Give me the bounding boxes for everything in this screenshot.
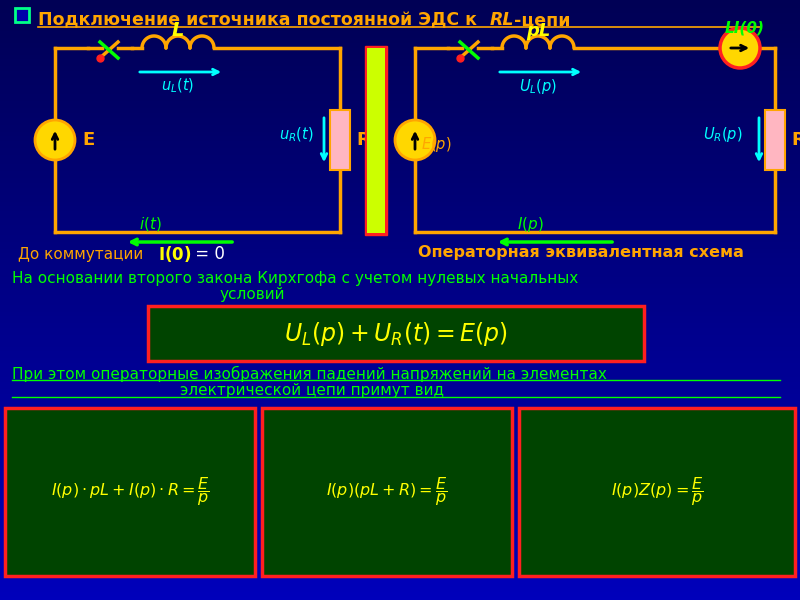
Text: = 0: = 0 [190,245,225,263]
Text: -цепи: -цепи [508,11,570,29]
Text: $U_L\left(p\right)+U_R\left(t\right)=E\left(p\right)$: $U_L\left(p\right)+U_R\left(t\right)=E\l… [284,320,508,348]
Bar [15,8,29,22]
Bar [262,408,512,576]
Bar [148,306,644,361]
Text: условий: условий [220,287,286,302]
Text: L: L [172,22,184,40]
Text: Подключение источника постоянной ЭДС к: Подключение источника постоянной ЭДС к [38,11,477,29]
Text: $U_L(p)$: $U_L(p)$ [519,76,557,95]
Text: pL: pL [526,22,550,40]
Text: $U_R(p)$: $U_R(p)$ [703,125,743,145]
Circle shape [35,120,75,160]
Text: $u_L(t)$: $u_L(t)$ [162,77,194,95]
Text: электрической цепи примут вид: электрической цепи примут вид [180,383,444,398]
Text: При этом операторные изображения падений напряжений на элементах: При этом операторные изображения падений… [12,366,607,382]
Bar [765,110,785,170]
Text: $\mathbf{I(0)}$: $\mathbf{I(0)}$ [158,244,191,264]
Text: E: E [82,131,94,149]
Text: R: R [356,131,370,149]
Text: Операторная эквивалентная схема: Операторная эквивалентная схема [418,245,744,259]
Circle shape [395,120,435,160]
Bar [5,408,255,576]
Text: На основании второго закона Кирхгофа с учетом нулевых начальных: На основании второго закона Кирхгофа с у… [12,271,578,286]
Circle shape [720,28,760,68]
Text: $i(t)$: $i(t)$ [138,215,162,233]
Bar [330,110,350,170]
Text: $u_R(t)$: $u_R(t)$ [278,126,314,144]
Text: $I(p)(pL+R)=\dfrac{E}{p}$: $I(p)(pL+R)=\dfrac{E}{p}$ [326,476,448,508]
Text: До коммутации: До коммутации [18,247,143,262]
Text: R: R [791,131,800,149]
Bar [519,408,795,576]
Text: $I(p)\cdot pL+I(p)\cdot R=\dfrac{E}{p}$: $I(p)\cdot pL+I(p)\cdot R=\dfrac{E}{p}$ [50,476,210,508]
Bar [367,48,385,233]
Text: $E(p)$: $E(p)$ [421,136,452,154]
Text: RL: RL [490,11,514,29]
Text: LI(0): LI(0) [725,20,765,35]
Text: $I(p)Z(p)=\dfrac{E}{p}$: $I(p)Z(p)=\dfrac{E}{p}$ [610,476,703,508]
Text: $I(p)$: $I(p)$ [517,214,543,233]
Bar [365,46,387,235]
